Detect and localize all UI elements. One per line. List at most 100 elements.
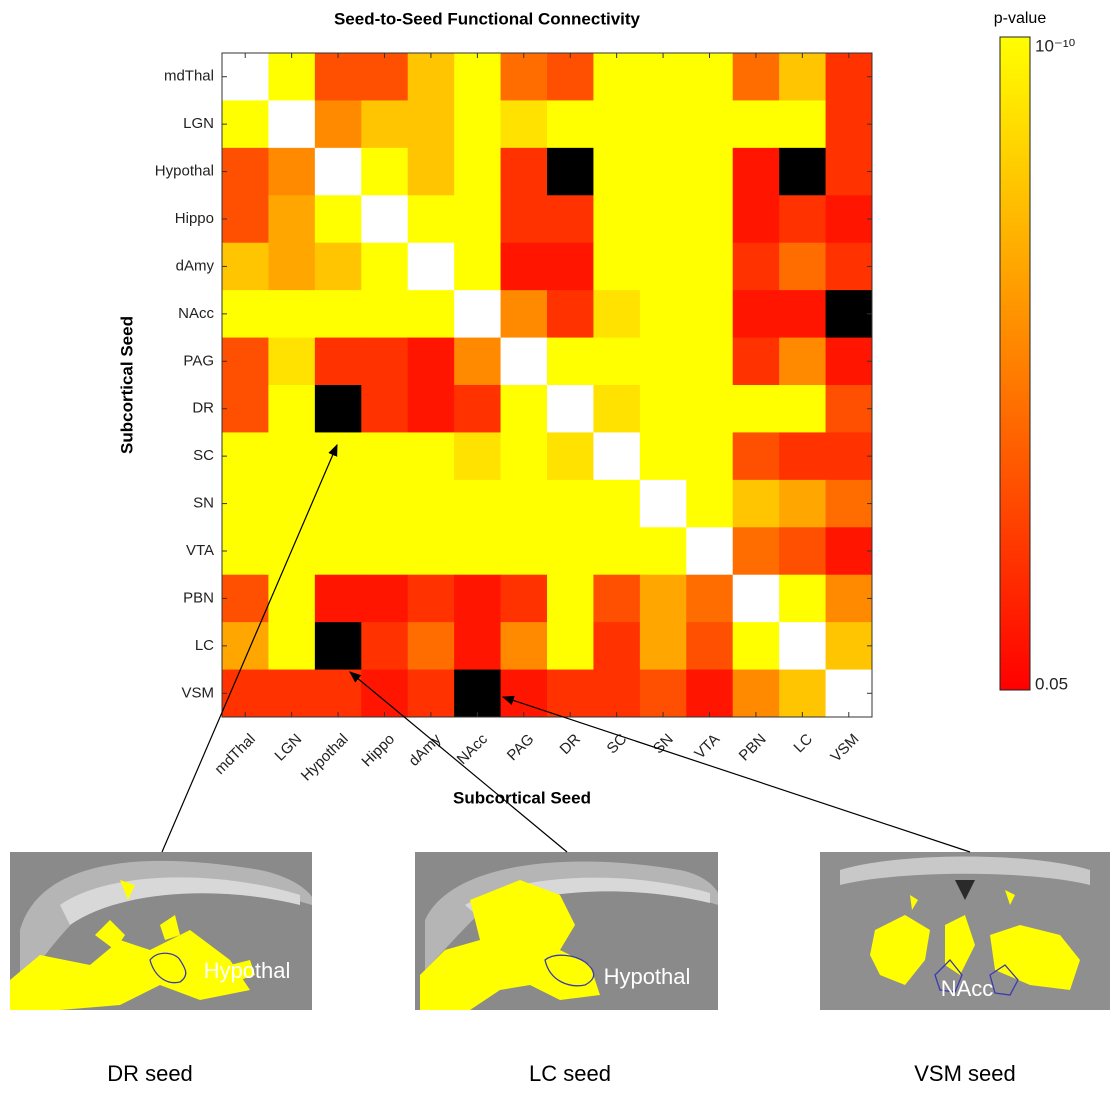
heatmap-cell — [501, 527, 548, 575]
y-tick-label: PBN — [183, 589, 214, 606]
x-tick-label: Hippo — [358, 731, 398, 771]
heatmap-cell — [826, 100, 873, 148]
y-axis-label: Subcortical Seed — [117, 316, 136, 454]
colorbar-tick-label: 10⁻¹⁰ — [1035, 36, 1076, 55]
heatmap-cell — [408, 290, 455, 338]
heatmap-cell — [222, 527, 269, 575]
heatmap-cell — [547, 338, 594, 386]
heatmap-cell — [547, 195, 594, 243]
heatmap-cell — [547, 290, 594, 338]
heatmap-cell — [733, 338, 780, 386]
heatmap-cell — [454, 338, 501, 386]
heatmap-cell — [501, 670, 548, 718]
heatmap-cell — [454, 385, 501, 433]
heatmap-cell — [408, 432, 455, 480]
heatmap-cell — [268, 53, 315, 101]
heatmap-cell — [640, 243, 687, 291]
heatmap-cell — [501, 432, 548, 480]
heatmap-cell — [408, 385, 455, 433]
heatmap-cell — [779, 53, 826, 101]
y-tick-label: NAcc — [178, 305, 214, 322]
y-tick-label: Hippo — [175, 210, 214, 227]
masked-cell — [686, 527, 733, 575]
masked-cell — [501, 338, 548, 386]
heatmap-cell — [733, 100, 780, 148]
heatmap-cell — [686, 575, 733, 623]
y-tick-label: LGN — [183, 115, 214, 132]
heatmap-cell — [686, 195, 733, 243]
heatmap-cell — [222, 670, 269, 718]
y-tick-label: Hypothal — [155, 163, 214, 180]
heatmap-cell — [408, 575, 455, 623]
y-tick-label: VSM — [181, 684, 214, 701]
heatmap-cell — [547, 527, 594, 575]
heatmap-cell — [593, 53, 640, 101]
heatmap-cell — [640, 100, 687, 148]
x-tick-label: dAmy — [405, 730, 444, 769]
heatmap-cell — [733, 243, 780, 291]
heatmap-cell — [454, 622, 501, 670]
heatmap-cell — [222, 195, 269, 243]
heatmap-cell — [454, 432, 501, 480]
colorbar — [1000, 37, 1030, 690]
heatmap-cell — [268, 432, 315, 480]
heatmap-cell — [454, 53, 501, 101]
heatmap-cell — [640, 622, 687, 670]
heatmap-cell — [501, 243, 548, 291]
heatmap-cell — [315, 100, 362, 148]
masked-cell — [408, 243, 455, 291]
heatmap-cell — [779, 243, 826, 291]
masked-cell — [315, 148, 362, 196]
heatmap-cell — [547, 432, 594, 480]
heatmap-cell — [361, 385, 408, 433]
y-tick-label: PAG — [183, 352, 214, 369]
heatmap-cell — [361, 622, 408, 670]
panel-overlay-label: Hypothal — [204, 958, 291, 983]
heatmap-cell — [733, 670, 780, 718]
heatmap-cell — [222, 243, 269, 291]
panel-overlay-label: Hypothal — [604, 964, 691, 989]
colorbar-label: p-value — [994, 10, 1047, 27]
heatmap-cell — [408, 195, 455, 243]
heatmap-cell — [454, 100, 501, 148]
heatmap-cell — [408, 100, 455, 148]
heatmap-cell — [268, 148, 315, 196]
arrow — [503, 697, 970, 852]
heatmap-cell — [408, 480, 455, 528]
heatmap-cell — [222, 290, 269, 338]
heatmap-cell — [733, 53, 780, 101]
heatmap-cell — [408, 670, 455, 718]
heatmap-cell — [593, 575, 640, 623]
heatmap-cell — [686, 480, 733, 528]
heatmap-cell — [408, 148, 455, 196]
heatmap-cell — [315, 527, 362, 575]
y-tick-label: VTA — [186, 542, 214, 559]
heatmap-cell — [779, 338, 826, 386]
heatmap-cell — [501, 100, 548, 148]
brain-panel — [10, 852, 314, 1010]
y-tick-label: SN — [193, 495, 214, 512]
figure: Seed-to-Seed Functional Connectivity Sub… — [0, 0, 1114, 1091]
heatmap-cell — [640, 290, 687, 338]
colorbar-tick-label: 0.05 — [1035, 674, 1068, 693]
x-tick-label: PBN — [736, 731, 770, 765]
heatmap-cell — [686, 148, 733, 196]
masked-cell — [547, 148, 594, 196]
heatmap-cell — [501, 385, 548, 433]
heatmap-cell — [640, 148, 687, 196]
heatmap-cell — [779, 575, 826, 623]
heatmap-cell — [268, 385, 315, 433]
heatmap-cell — [315, 53, 362, 101]
heatmap-cell — [361, 480, 408, 528]
heatmap-cell — [779, 385, 826, 433]
heatmap-cell — [593, 385, 640, 433]
heatmap-cell — [733, 527, 780, 575]
heatmap-cell — [593, 338, 640, 386]
heatmap-cell — [501, 575, 548, 623]
heatmap-cell — [361, 243, 408, 291]
heatmap-cell — [640, 432, 687, 480]
heatmap-cell — [826, 527, 873, 575]
heatmap-cell — [779, 195, 826, 243]
heatmap-cell — [779, 432, 826, 480]
heatmap: mdThalmdThalLGNLGNHypothalHypothalHippoH… — [155, 53, 873, 784]
